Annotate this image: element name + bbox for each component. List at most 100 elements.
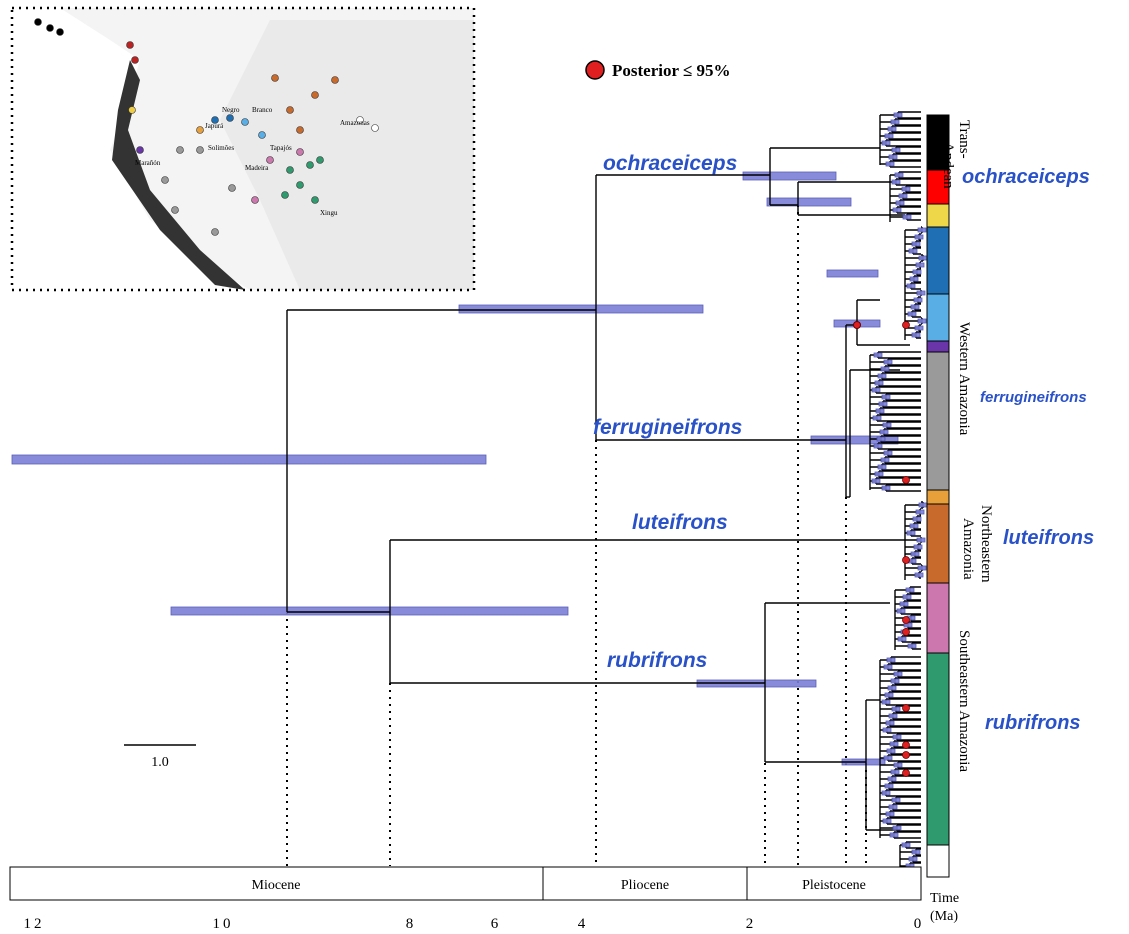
branch bbox=[880, 685, 921, 691]
hpd-bar bbox=[872, 479, 880, 483]
branch bbox=[870, 450, 921, 456]
axis-title: Time bbox=[930, 891, 959, 906]
branch bbox=[880, 804, 921, 810]
x-tick-label: 8 bbox=[406, 916, 417, 932]
sample-dot bbox=[287, 167, 294, 174]
river-label: Japurá bbox=[205, 122, 224, 130]
sample-dot bbox=[297, 149, 304, 156]
hpd-bar bbox=[913, 270, 921, 274]
hpd-bar bbox=[872, 388, 880, 392]
hpd-bar bbox=[882, 791, 890, 795]
sample-dot bbox=[252, 197, 259, 204]
hpd-bar bbox=[907, 531, 915, 535]
hpd-bar bbox=[894, 113, 902, 117]
epoch-label: Pleistocene bbox=[802, 878, 866, 893]
hpd-bar bbox=[882, 700, 890, 704]
hpd-bar bbox=[909, 249, 917, 253]
hpd-bar bbox=[882, 486, 890, 490]
river-label: Amazonas bbox=[340, 119, 370, 127]
hpd-bar bbox=[875, 472, 883, 476]
clade-color bbox=[927, 204, 949, 227]
sample-dot bbox=[259, 132, 266, 139]
hpd-bar bbox=[880, 430, 888, 434]
region-label: Andean bbox=[940, 142, 956, 189]
hpd-bar bbox=[903, 215, 911, 219]
region-label: Trans- bbox=[956, 120, 972, 159]
branch bbox=[880, 713, 921, 719]
hpd-bar bbox=[892, 148, 900, 152]
hpd-bar bbox=[889, 714, 897, 718]
branch bbox=[880, 126, 921, 132]
hpd-bar bbox=[878, 465, 886, 469]
hpd-bar bbox=[910, 524, 918, 528]
epoch-label: Pliocene bbox=[621, 878, 669, 893]
sample-dot bbox=[307, 162, 314, 169]
sample-dot bbox=[47, 25, 54, 32]
x-tick-label: 6 bbox=[491, 916, 502, 932]
hpd-bar bbox=[911, 305, 919, 309]
river-label: Negro bbox=[222, 106, 240, 114]
sample-dot bbox=[317, 157, 324, 164]
sample-dot bbox=[127, 42, 134, 49]
x-tick-label: 2 bbox=[746, 916, 757, 932]
hpd-bar bbox=[915, 235, 923, 239]
hpd-bar bbox=[919, 503, 927, 507]
epoch-box bbox=[10, 867, 921, 900]
branch bbox=[870, 359, 921, 365]
sample-dot bbox=[287, 107, 294, 114]
legend-marker bbox=[586, 61, 604, 79]
hpd-bar bbox=[892, 707, 900, 711]
clade-label-side: ferrugineifrons bbox=[980, 389, 1087, 406]
hpd-bar bbox=[918, 228, 926, 232]
branch bbox=[880, 797, 921, 803]
sample-dot bbox=[137, 147, 144, 154]
hpd-bar bbox=[912, 850, 920, 854]
x-tick-label: 0 bbox=[914, 916, 925, 932]
branch bbox=[880, 706, 921, 712]
hpd-bar bbox=[888, 686, 896, 690]
sample-dot bbox=[242, 119, 249, 126]
branch bbox=[870, 485, 921, 491]
hpd-bar bbox=[891, 679, 899, 683]
sample-dot bbox=[177, 147, 184, 154]
hpd-bar bbox=[874, 353, 882, 357]
branch bbox=[890, 200, 921, 206]
hpd-bar bbox=[916, 510, 924, 514]
sample-dot bbox=[57, 29, 64, 36]
sample-dot bbox=[212, 229, 219, 236]
hpd-bar bbox=[907, 284, 915, 288]
hpd-bar bbox=[912, 333, 920, 337]
hpd-bar bbox=[909, 857, 917, 861]
hpd-bar bbox=[879, 402, 887, 406]
figure: NegroBrancoJapuráSolimõesAmazonasMarañón… bbox=[0, 0, 1129, 934]
hpd-bar bbox=[887, 749, 895, 753]
posterior-marker bbox=[903, 477, 910, 484]
sample-dot bbox=[197, 127, 204, 134]
posterior-marker bbox=[903, 557, 910, 564]
hpd-bar bbox=[883, 819, 891, 823]
sample-dot bbox=[272, 75, 279, 82]
posterior-marker bbox=[903, 770, 910, 777]
river-label: Xingu bbox=[320, 209, 338, 217]
hpd-bar bbox=[884, 451, 892, 455]
hpd-bar bbox=[882, 141, 890, 145]
hpd-bar bbox=[459, 305, 703, 313]
hpd-bar bbox=[885, 134, 893, 138]
hpd-bar bbox=[12, 455, 486, 464]
clade-color bbox=[927, 583, 949, 653]
epoch-label: Miocene bbox=[252, 878, 301, 893]
hpd-bar bbox=[917, 538, 925, 542]
sample-dot bbox=[229, 185, 236, 192]
hpd-bar bbox=[902, 187, 910, 191]
hpd-bar bbox=[893, 735, 901, 739]
branch bbox=[880, 776, 921, 782]
river-label: Solimões bbox=[208, 144, 234, 152]
hpd-bar bbox=[916, 263, 924, 267]
branch bbox=[870, 366, 921, 372]
clade-label: rubrifrons bbox=[607, 649, 707, 672]
hpd-bar bbox=[884, 756, 892, 760]
posterior-marker bbox=[903, 742, 910, 749]
scale-bar-label: 1.0 bbox=[151, 755, 169, 770]
branch bbox=[880, 832, 921, 838]
hpd-bar bbox=[912, 242, 920, 246]
